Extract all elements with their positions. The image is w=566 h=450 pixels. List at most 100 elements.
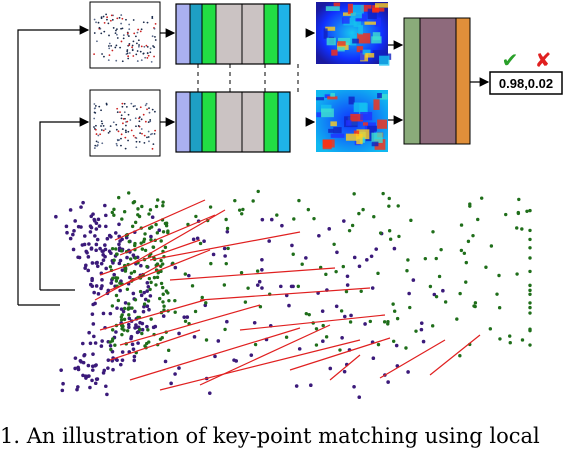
patch-point bbox=[108, 34, 110, 37]
heatmap-cell bbox=[356, 46, 364, 53]
cloud-point bbox=[72, 229, 76, 233]
cloud-point bbox=[213, 354, 217, 359]
cloud-point bbox=[419, 321, 424, 325]
cloud-point bbox=[528, 328, 532, 333]
cloud-point bbox=[114, 293, 119, 298]
patch-point bbox=[139, 132, 142, 135]
cloud-point bbox=[112, 272, 116, 277]
cloud-point bbox=[314, 327, 319, 331]
cloud-point bbox=[166, 291, 170, 295]
cloud-point bbox=[65, 230, 69, 235]
heatmap-cell bbox=[333, 127, 342, 134]
patch-point bbox=[93, 53, 95, 56]
patch-point bbox=[135, 146, 138, 149]
cloud-point bbox=[125, 287, 130, 291]
heatmap-cell bbox=[321, 108, 334, 118]
cloud-point bbox=[154, 204, 159, 209]
cloud-point bbox=[114, 330, 118, 334]
cloud-point bbox=[104, 224, 108, 229]
cloud-point bbox=[428, 284, 433, 289]
cloud-point bbox=[88, 230, 93, 234]
cloud-point bbox=[90, 284, 95, 289]
cloud-point bbox=[82, 242, 87, 247]
heatmap-cell bbox=[360, 111, 373, 121]
cloud-point bbox=[320, 309, 325, 313]
cloud-point bbox=[126, 322, 131, 327]
cnn-layer bbox=[175, 3, 191, 65]
cloud-point bbox=[158, 337, 163, 341]
cloud-point bbox=[342, 369, 347, 374]
cloud-point bbox=[471, 233, 475, 238]
patch-point bbox=[102, 129, 105, 132]
cloud-point bbox=[173, 298, 177, 303]
patch-point bbox=[93, 117, 96, 120]
match-line bbox=[329, 354, 361, 381]
cloud-point bbox=[159, 258, 163, 263]
heatmap-to-fc-arrows bbox=[388, 40, 404, 125]
patch-point bbox=[146, 108, 148, 111]
cloud-point bbox=[528, 305, 532, 310]
cloud-point bbox=[79, 360, 83, 364]
cloud-point bbox=[95, 377, 100, 381]
cloud-point bbox=[439, 247, 443, 252]
patch-point bbox=[125, 124, 127, 127]
heatmap-cell bbox=[371, 132, 383, 143]
cnn-layer bbox=[215, 3, 243, 65]
patch-point bbox=[136, 50, 139, 52]
cloud-point bbox=[208, 205, 213, 209]
fully-connected-block bbox=[403, 17, 471, 145]
cloud-point bbox=[434, 294, 439, 299]
cloud-point bbox=[99, 344, 104, 348]
cloud-point bbox=[104, 384, 108, 389]
cloud-point bbox=[146, 299, 151, 303]
cloud-point bbox=[361, 207, 365, 212]
cloud-point bbox=[173, 372, 177, 376]
cloud-point bbox=[133, 256, 138, 260]
heatmap-cell bbox=[324, 94, 330, 99]
cloud-point bbox=[100, 249, 104, 253]
cloud-point bbox=[278, 284, 283, 289]
patch-point bbox=[121, 27, 124, 30]
cloud-point bbox=[160, 285, 165, 290]
cloud-point bbox=[327, 227, 332, 231]
cross-icon: ✘ bbox=[535, 48, 552, 72]
cloud-point bbox=[142, 290, 146, 295]
cloud-point bbox=[528, 228, 532, 233]
patch-point bbox=[138, 44, 140, 46]
cloud-point bbox=[321, 339, 325, 344]
cloud-point bbox=[256, 189, 260, 194]
cloud-point bbox=[459, 248, 464, 253]
patch-point bbox=[145, 102, 148, 105]
cloud-point bbox=[118, 258, 123, 263]
cloud-point bbox=[348, 320, 353, 324]
cloud-point bbox=[528, 269, 532, 274]
cloud-point bbox=[409, 218, 413, 223]
patch-point bbox=[115, 59, 118, 62]
patch-point bbox=[96, 144, 99, 146]
cloud-point bbox=[458, 354, 462, 358]
cnn-to-heatmap-arrows bbox=[305, 28, 316, 127]
patch-point bbox=[130, 129, 133, 132]
cloud-point bbox=[93, 301, 97, 306]
cloud-point bbox=[163, 359, 168, 364]
cloud-point bbox=[472, 304, 476, 308]
cloud-point bbox=[132, 358, 137, 363]
patch-point bbox=[137, 125, 140, 127]
patch-point bbox=[139, 30, 142, 33]
cnn-layer bbox=[277, 91, 291, 153]
cloud-point bbox=[204, 301, 208, 305]
cloud-point bbox=[101, 371, 106, 375]
cloud-point bbox=[142, 302, 147, 306]
cloud-point bbox=[96, 217, 101, 222]
cloud-point bbox=[155, 198, 160, 202]
cloud-point bbox=[158, 296, 162, 301]
cloud-point bbox=[498, 337, 502, 341]
cloud-point bbox=[223, 254, 227, 258]
cloud-point bbox=[332, 242, 336, 246]
cloud-point bbox=[122, 210, 127, 214]
patch-point bbox=[138, 116, 141, 119]
cnn-layer bbox=[201, 91, 217, 153]
cloud-point bbox=[117, 261, 122, 266]
cloud-point bbox=[204, 338, 209, 342]
cloud-point bbox=[88, 385, 92, 390]
